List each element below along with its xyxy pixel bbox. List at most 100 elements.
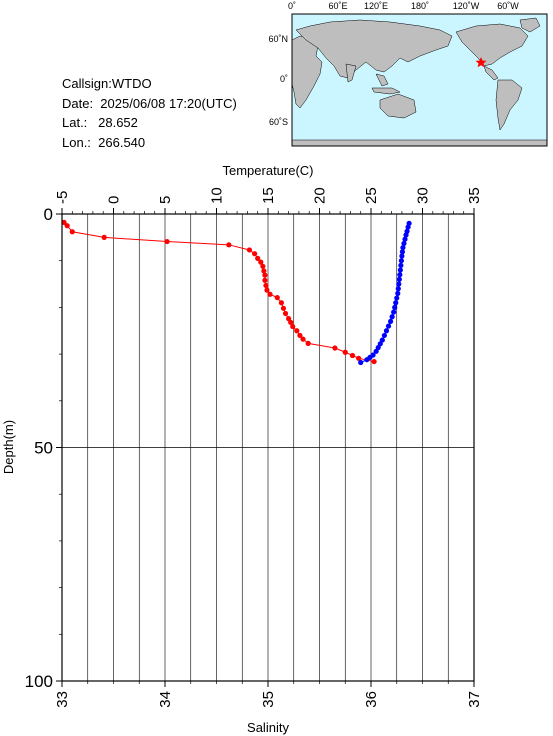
- temperature-point: [403, 232, 409, 238]
- depth-tick-label: 100: [25, 672, 53, 691]
- salinity-point: [290, 323, 296, 330]
- station-info: Callsign:WTDO Date: 2025/06/08 17:20(UTC…: [62, 74, 237, 152]
- temperature-tick-label: -5: [54, 191, 71, 204]
- salinity-tick-label: 34: [157, 691, 174, 708]
- salinity-point: [261, 268, 267, 274]
- salinity-point: [356, 355, 362, 361]
- map-left-label: 0˚: [280, 74, 288, 84]
- temperature-point: [393, 300, 399, 306]
- temperature-point: [381, 332, 387, 339]
- salinity-tick-label: 33: [54, 691, 71, 708]
- map-left-labels: 60˚N 0˚ 60˚S: [268, 34, 288, 127]
- temperature-point: [394, 295, 400, 301]
- depth-tick-label: 50: [34, 439, 53, 458]
- salinity-point: [294, 328, 300, 334]
- salinity-point: [297, 332, 303, 339]
- salinity-tick-label: 35: [260, 691, 277, 708]
- temperature-tick-label: 20: [311, 187, 328, 204]
- salinity-point: [305, 340, 311, 346]
- salinity-point: [262, 272, 268, 278]
- map-top-label: 0˚: [288, 1, 296, 11]
- map-border: [291, 13, 548, 147]
- temperature-tick-label: 0: [105, 196, 122, 204]
- salinity-point: [300, 336, 306, 342]
- salinity-point: [164, 238, 170, 245]
- temperature-point: [396, 281, 402, 287]
- salinity-tick-label: 37: [466, 691, 483, 708]
- salinity-point: [280, 305, 287, 311]
- temperature-point: [397, 267, 403, 273]
- temperature-tick-label: 10: [208, 187, 225, 204]
- salinity-point: [263, 282, 269, 289]
- temperature-point: [401, 240, 407, 247]
- temperature-point: [399, 249, 406, 255]
- salinity-point: [288, 319, 294, 325]
- lat-text: Lat.: 28.652: [62, 115, 138, 130]
- temperature-tick-label: 25: [363, 187, 380, 204]
- map-top-label: 120˚E: [364, 1, 388, 11]
- salinity-tick-label: 36: [363, 691, 380, 708]
- temperature-point: [392, 304, 398, 310]
- map-frame: 0˚ 60˚E 120˚E 180˚ 120˚W 60˚W 60˚N 0˚ 60˚S: [268, 1, 548, 147]
- temperature-point: [397, 272, 403, 278]
- temperature-tick-label: 15: [260, 187, 277, 204]
- temperature-tick-label: 5: [157, 196, 174, 204]
- plot-frame: [61, 213, 475, 682]
- salinity-axis: 33 34 35 36 37: [54, 681, 483, 708]
- temperature-point: [402, 236, 408, 242]
- temperature-point: [387, 318, 394, 325]
- temperature-tick-label: 35: [466, 187, 483, 204]
- salinity-point: [69, 229, 75, 235]
- date-text: Date: 2025/06/08 17:20(UTC): [62, 95, 237, 111]
- salinity-point: [264, 287, 270, 293]
- temperature-point: [405, 224, 411, 230]
- station-marker-star: [475, 57, 487, 68]
- map-land: [291, 17, 548, 147]
- map-left-label: 60˚N: [268, 34, 288, 44]
- salinity-point: [274, 294, 280, 301]
- temperature-point: [389, 314, 395, 320]
- temperature-axis: -5 0 5 10 15 20 25 30 35: [54, 187, 483, 214]
- salinity-profile-line: [63, 222, 375, 363]
- map-top-label: 120˚W: [453, 1, 480, 11]
- temperature-point: [373, 348, 379, 354]
- temperature-axis-title: Temperature(C): [222, 163, 313, 178]
- temperature-point: [396, 276, 402, 282]
- salinity-point: [267, 291, 273, 297]
- chart-series: [61, 219, 412, 366]
- temperature-point: [395, 286, 401, 292]
- temperature-point: [391, 309, 397, 315]
- map-left-label: 60˚S: [269, 117, 288, 127]
- salinity-point: [246, 247, 253, 253]
- salinity-point: [262, 277, 268, 283]
- temperature-point: [358, 359, 364, 366]
- temperature-tick-label: 30: [414, 187, 431, 204]
- depth-axis-title: Depth(m): [1, 420, 16, 474]
- temperature-point: [400, 245, 406, 251]
- salinity-point: [342, 349, 348, 355]
- temperature-point: [395, 290, 401, 296]
- lon-text: Lon.: 266.540: [62, 134, 146, 150]
- salinity-point: [226, 242, 232, 248]
- map-top-label: 180˚: [411, 1, 429, 11]
- salinity-point: [278, 300, 284, 306]
- salinity-point: [255, 255, 261, 261]
- temperature-point: [398, 258, 404, 264]
- salinity-point: [101, 234, 107, 240]
- temperature-point: [364, 357, 370, 363]
- salinity-point: [260, 263, 266, 269]
- salinity-point: [371, 358, 377, 365]
- salinity-point: [64, 223, 70, 229]
- salinity-point: [349, 352, 356, 359]
- temperature-point: [383, 328, 390, 334]
- salinity-point: [61, 219, 67, 226]
- map-top-label: 60˚W: [497, 1, 519, 11]
- map-top-label: 60˚E: [328, 1, 347, 11]
- depth-axis: 0 50 100: [25, 205, 62, 691]
- temperature-point: [399, 253, 405, 259]
- temperature-point: [385, 323, 392, 329]
- salinity-point: [282, 310, 289, 317]
- map-top-labels: 0˚ 60˚E 120˚E 180˚ 120˚W 60˚W: [288, 1, 519, 11]
